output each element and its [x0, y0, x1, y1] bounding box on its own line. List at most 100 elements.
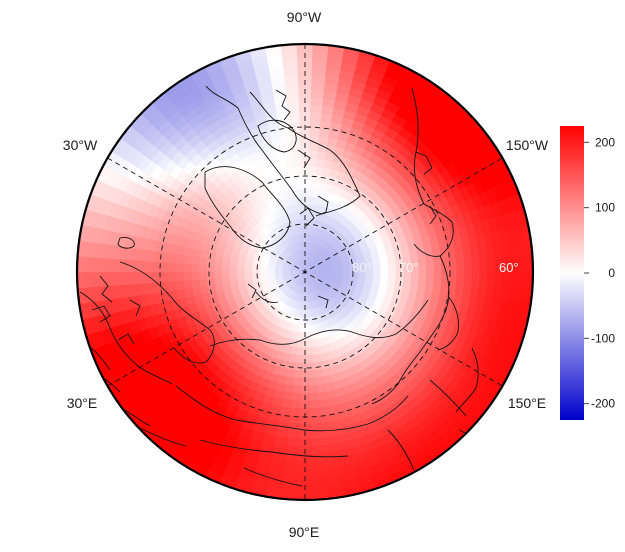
colorbar: 200 100 0 -100 -200 [560, 126, 615, 420]
field-cell [471, 271, 481, 285]
field-cell [379, 260, 389, 268]
field-cell [310, 96, 324, 107]
field-cell [311, 453, 326, 463]
field-cell [417, 254, 427, 265]
field-cell [440, 281, 450, 293]
field-cell [310, 89, 325, 99]
field-cell [462, 248, 473, 262]
field-cell [299, 218, 304, 227]
field-cell [190, 279, 200, 289]
field-cell [285, 445, 300, 455]
field-cell [294, 362, 303, 372]
lon-label-lower-right: 150°E [508, 395, 546, 411]
field-cell [456, 271, 465, 284]
field-cell [432, 252, 442, 264]
field-cell [313, 353, 322, 364]
colorbar-tick-label: 100 [595, 201, 615, 215]
field-cell [310, 445, 325, 455]
field-cell [213, 265, 222, 273]
field-cell [380, 271, 389, 279]
field-cell [287, 112, 301, 122]
field-cell [479, 271, 488, 286]
field-cell [160, 251, 170, 263]
field-cell [183, 254, 193, 265]
field-cell [284, 81, 299, 91]
graticule [107, 44, 503, 500]
field-cell [308, 369, 317, 379]
field-cell [137, 248, 148, 262]
field-cell [307, 347, 315, 356]
field-cell [309, 112, 323, 122]
field-cell [388, 271, 397, 279]
meridian-line [107, 157, 503, 387]
field-cell [307, 180, 315, 190]
field-cell [286, 165, 296, 176]
field-cell [77, 271, 86, 289]
field-cell [312, 483, 329, 493]
field-cell [91, 271, 101, 288]
field-cell [307, 339, 314, 349]
coastline-kamchatka [437, 295, 459, 351]
field-cell [114, 258, 124, 273]
field-cell [432, 280, 442, 292]
field-cell [307, 362, 316, 372]
field-cell [314, 368, 324, 379]
field-cell [221, 271, 230, 279]
field-cell [221, 265, 230, 273]
field-cell [327, 269, 336, 273]
anomaly-field [77, 44, 533, 500]
field-cell [198, 256, 208, 266]
field-cell [310, 437, 324, 448]
field-cell [286, 437, 300, 448]
field-cell [312, 51, 329, 61]
colorbar-tick-label: 0 [608, 266, 615, 280]
field-cell [221, 276, 231, 284]
field-cell [291, 392, 302, 402]
field-cell [306, 317, 311, 326]
field-cell [287, 430, 300, 440]
field-cell [295, 188, 303, 197]
field-cell [213, 277, 223, 286]
field-cell [307, 354, 315, 364]
field-cell [175, 280, 185, 291]
field-cell [175, 262, 185, 273]
coastline-siberia [209, 299, 429, 347]
field-cell [418, 271, 427, 281]
borders-asia [175, 385, 409, 432]
field-cell [198, 264, 207, 273]
coastline-hudson-bay [257, 119, 297, 153]
field-cell [433, 262, 443, 273]
field-cell [315, 376, 326, 386]
lat-label-70: 70° [399, 260, 419, 275]
field-cell [294, 172, 303, 182]
field-cell [287, 104, 300, 114]
lon-label-upper-left: 30°W [63, 137, 98, 153]
field-cell [433, 271, 443, 282]
field-cell [287, 173, 296, 183]
map-boundary [75, 42, 535, 502]
field-cell [243, 271, 253, 277]
colorbar-tick-label: -100 [591, 331, 615, 345]
field-cell [228, 266, 238, 273]
field-cell [292, 157, 302, 167]
field-cell [289, 407, 301, 417]
field-cell [463, 271, 473, 285]
field-cell [311, 475, 328, 486]
field-cell [190, 263, 200, 273]
field-cell [462, 282, 473, 296]
field-cell [425, 280, 435, 291]
field-cell [284, 158, 295, 168]
field-cell [205, 264, 215, 273]
field-cell [486, 258, 496, 273]
field-cell [291, 150, 302, 159]
field-cell [334, 268, 344, 273]
field-cell [283, 460, 299, 470]
field-cell [291, 385, 302, 394]
field-cell [286, 96, 300, 107]
field-cell [292, 377, 302, 387]
field-cell [114, 271, 124, 286]
field-cell [308, 157, 318, 167]
field-cell [160, 271, 169, 283]
coastlines [79, 85, 479, 487]
field-cell [311, 468, 327, 478]
